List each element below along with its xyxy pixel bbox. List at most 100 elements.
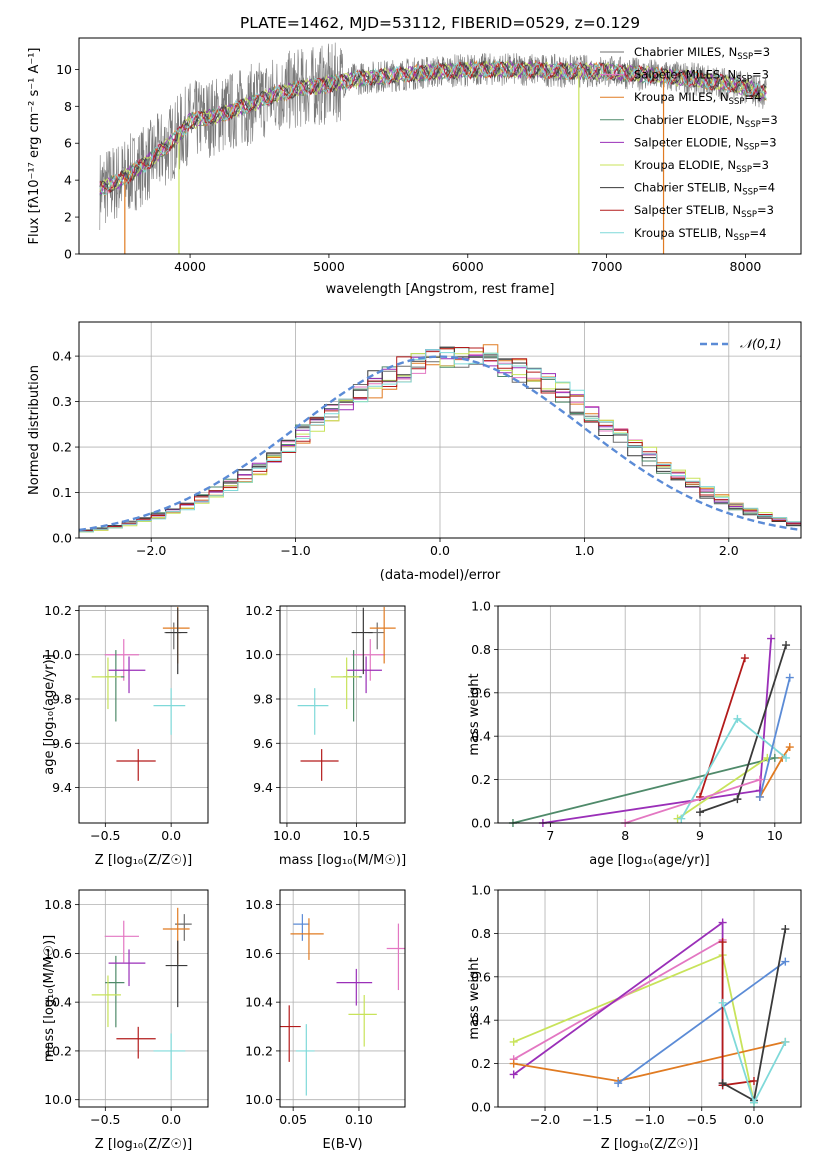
x-tick-label: −1.5 bbox=[582, 1112, 612, 1127]
x-tick-label: 5000 bbox=[313, 259, 345, 274]
axes-3 bbox=[75, 606, 208, 827]
x-tick-label: 0.10 bbox=[345, 1112, 373, 1127]
y-tick-label: 10.0 bbox=[245, 647, 273, 662]
x-tick-label: 0.0 bbox=[161, 828, 181, 843]
y-axis-label: mass weight bbox=[467, 673, 482, 755]
legend-value: =3 bbox=[760, 135, 777, 149]
axes-8 bbox=[494, 889, 801, 1111]
axes-frame bbox=[279, 605, 406, 824]
legend-value: =3 bbox=[757, 203, 774, 217]
legend-subscript: SSP bbox=[741, 210, 757, 220]
x-tick-label: 10.5 bbox=[342, 828, 370, 843]
weight-line-salpeter_miles bbox=[624, 778, 761, 824]
axes-frame bbox=[279, 889, 406, 1108]
y-tick-label: 10.6 bbox=[245, 946, 273, 961]
x-tick-label: −2.0 bbox=[136, 543, 166, 558]
weight-point-kroupa_elodie bbox=[509, 1037, 518, 1046]
y-tick-label: 9.4 bbox=[52, 780, 72, 795]
y-tick-label: 10.6 bbox=[44, 946, 72, 961]
legend-subscript: SSP bbox=[745, 120, 761, 130]
weight-point-salpeter_elodie bbox=[509, 1070, 518, 1079]
x-tick-label: −0.5 bbox=[90, 1112, 120, 1127]
legend-value: =4 bbox=[749, 226, 766, 240]
weight-point-blue_point bbox=[755, 792, 764, 801]
y-tick-label: 9.6 bbox=[52, 736, 72, 751]
histogram-kroupa_elodie bbox=[79, 351, 801, 533]
weight-line-salpeter_stelib bbox=[699, 657, 746, 798]
x-tick-label: 9 bbox=[696, 828, 704, 843]
x-tick-label: 8 bbox=[621, 828, 629, 843]
weight-line-chabrier_stelib bbox=[699, 644, 787, 813]
x-axis-label: (data-model)/error bbox=[380, 568, 501, 583]
weight-point-chabrier_stelib bbox=[782, 641, 791, 650]
x-tick-label: 6000 bbox=[452, 259, 484, 274]
x-axis-label: E(B-V) bbox=[322, 1137, 362, 1152]
weight-point-kroupa_stelib bbox=[733, 714, 742, 723]
x-tick-label: 7 bbox=[546, 828, 554, 843]
y-axis-label: Flux [fλ10⁻¹⁷ erg cm⁻² s⁻¹ A⁻¹] bbox=[27, 48, 42, 245]
weight-point-blue_point bbox=[781, 957, 790, 966]
y-tick-label: 10 bbox=[56, 62, 72, 77]
y-tick-label: 0.8 bbox=[471, 926, 491, 941]
weight-point-blue_point bbox=[785, 673, 794, 682]
histogram-kroupa_stelib bbox=[79, 349, 801, 533]
weight-line-kroupa_elodie bbox=[513, 953, 755, 1103]
legend-subscript: SSP bbox=[734, 233, 750, 243]
legend-label-normal: 𝒩(0,1) bbox=[740, 336, 782, 351]
y-tick-label: 0.4 bbox=[52, 349, 72, 364]
legend-label-chabrier_elodie: Chabrier ELODIE, NSSP=3 bbox=[634, 113, 778, 130]
legend-label-chabrier_miles: Chabrier MILES, NSSP=3 bbox=[634, 45, 770, 62]
y-tick-label: 6 bbox=[64, 136, 72, 151]
x-tick-label: 10 bbox=[767, 828, 783, 843]
y-tick-label: 10.2 bbox=[44, 603, 72, 618]
weight-line-chabrier_elodie bbox=[512, 757, 776, 824]
legend-label-chabrier_stelib: Chabrier STELIB, NSSP=4 bbox=[634, 181, 775, 198]
y-tick-label: 9.6 bbox=[253, 736, 273, 751]
y-tick-label: 0.4 bbox=[471, 1013, 491, 1028]
chart-title: PLATE=1462, MJD=53112, FIBERID=0529, z=0… bbox=[240, 14, 640, 32]
y-axis-label: age [log₁₀(age/yr)] bbox=[42, 654, 57, 775]
axes-5 bbox=[494, 605, 801, 827]
y-tick-label: 0.1 bbox=[52, 485, 72, 500]
y-tick-label: 10.2 bbox=[245, 1043, 273, 1058]
weight-point-kroupa_stelib bbox=[781, 1037, 790, 1046]
x-tick-label: 0.05 bbox=[279, 1112, 307, 1127]
x-tick-label: 2.0 bbox=[719, 543, 739, 558]
weight-point-kroupa_stelib bbox=[749, 1098, 758, 1107]
histograms bbox=[79, 344, 801, 533]
axes-frame bbox=[497, 605, 802, 824]
axes-7 bbox=[276, 890, 405, 1111]
y-tick-label: 10.0 bbox=[44, 647, 72, 662]
weight-point-salpeter_elodie bbox=[718, 918, 727, 927]
legend-subscript: SSP bbox=[729, 97, 745, 107]
legend-label-salpeter_elodie: Salpeter ELODIE, NSSP=3 bbox=[634, 135, 777, 152]
y-tick-label: 9.4 bbox=[253, 780, 273, 795]
legend-label-salpeter_miles: Salpeter MILES, NSSP=3 bbox=[634, 68, 769, 85]
axes-frame bbox=[78, 605, 209, 824]
weight-point-blue_point bbox=[614, 1079, 623, 1088]
y-tick-label: 0.6 bbox=[471, 685, 491, 700]
y-tick-label: 10.4 bbox=[245, 995, 273, 1010]
x-axis-label: Z [log₁₀(Z/Z☉)] bbox=[601, 1137, 698, 1152]
y-tick-label: 0.2 bbox=[471, 772, 491, 787]
y-tick-label: 10.2 bbox=[44, 1043, 72, 1058]
legend-label-kroupa_stelib: Kroupa STELIB, NSSP=4 bbox=[634, 226, 766, 243]
x-tick-label: −0.5 bbox=[90, 828, 120, 843]
legend-value: =3 bbox=[752, 158, 769, 172]
model-spectrum-kroupa_stelib bbox=[99, 60, 767, 196]
weight-line-blue_point bbox=[759, 677, 791, 798]
weight-line-blue_point bbox=[617, 960, 786, 1084]
y-tick-label: 0.0 bbox=[471, 816, 491, 831]
x-axis-label: mass [log₁₀(M/M☉)] bbox=[279, 853, 406, 868]
weight-point-salpeter_stelib bbox=[749, 1076, 758, 1085]
weight-point-salpeter_elodie bbox=[767, 634, 776, 643]
y-tick-label: 10.2 bbox=[245, 603, 273, 618]
y-tick-label: 10.8 bbox=[245, 897, 273, 912]
y-tick-label: 1.0 bbox=[471, 883, 491, 898]
x-axis-label: age [log₁₀(age/yr)] bbox=[589, 853, 710, 868]
model-spectrum-salpeter_stelib bbox=[99, 61, 767, 193]
legend-value: =3 bbox=[753, 45, 770, 59]
x-tick-label: 4000 bbox=[174, 259, 206, 274]
weight-point-kroupa_stelib bbox=[718, 998, 727, 1007]
